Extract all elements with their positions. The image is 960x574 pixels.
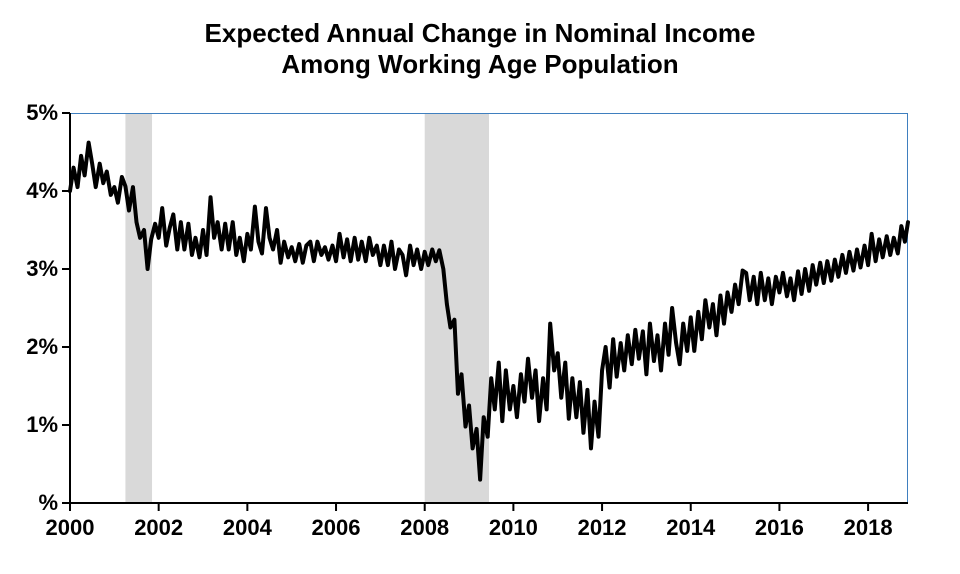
x-tick-label: 2016 bbox=[755, 515, 804, 541]
x-tick-label: 2006 bbox=[312, 515, 361, 541]
chart-title: Expected Annual Change in Nominal Income… bbox=[0, 18, 960, 80]
title-line1: Expected Annual Change in Nominal Income bbox=[205, 18, 756, 48]
x-tick-label: 2000 bbox=[46, 515, 95, 541]
x-tick-label: 2014 bbox=[666, 515, 715, 541]
y-tick-label: % bbox=[38, 490, 58, 516]
recession-band bbox=[125, 113, 152, 503]
plot-area bbox=[70, 113, 908, 503]
x-tick-label: 2012 bbox=[578, 515, 627, 541]
plot-svg bbox=[70, 113, 908, 503]
x-tick-label: 2002 bbox=[134, 515, 183, 541]
y-tick-label: 3% bbox=[26, 256, 58, 282]
x-tick-label: 2018 bbox=[844, 515, 893, 541]
y-tick-label: 4% bbox=[26, 178, 58, 204]
y-tick-label: 1% bbox=[26, 412, 58, 438]
x-tick-label: 2010 bbox=[489, 515, 538, 541]
y-tick-label: 2% bbox=[26, 334, 58, 360]
title-line2: Among Working Age Population bbox=[281, 49, 678, 79]
y-tick-label: 5% bbox=[26, 100, 58, 126]
x-tick-label: 2004 bbox=[223, 515, 272, 541]
chart-container: Expected Annual Change in Nominal Income… bbox=[0, 0, 960, 574]
x-tick-label: 2008 bbox=[400, 515, 449, 541]
